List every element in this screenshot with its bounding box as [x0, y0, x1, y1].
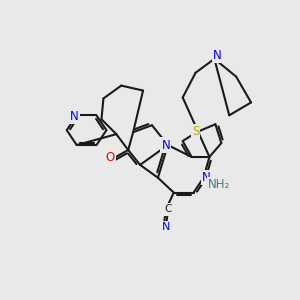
Text: N: N — [162, 222, 170, 232]
Text: C: C — [164, 204, 172, 214]
Text: O: O — [106, 152, 115, 164]
Text: N: N — [202, 171, 211, 184]
Text: N: N — [213, 50, 222, 62]
Text: NH₂: NH₂ — [208, 178, 230, 191]
Text: N: N — [161, 139, 170, 152]
Text: S: S — [192, 125, 199, 138]
Text: N: N — [70, 110, 79, 123]
